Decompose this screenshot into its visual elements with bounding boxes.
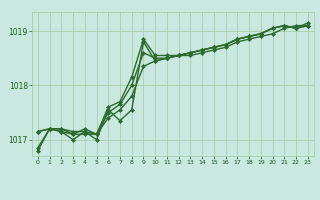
- Text: Graphe pression niveau de la mer (hPa): Graphe pression niveau de la mer (hPa): [58, 178, 262, 186]
